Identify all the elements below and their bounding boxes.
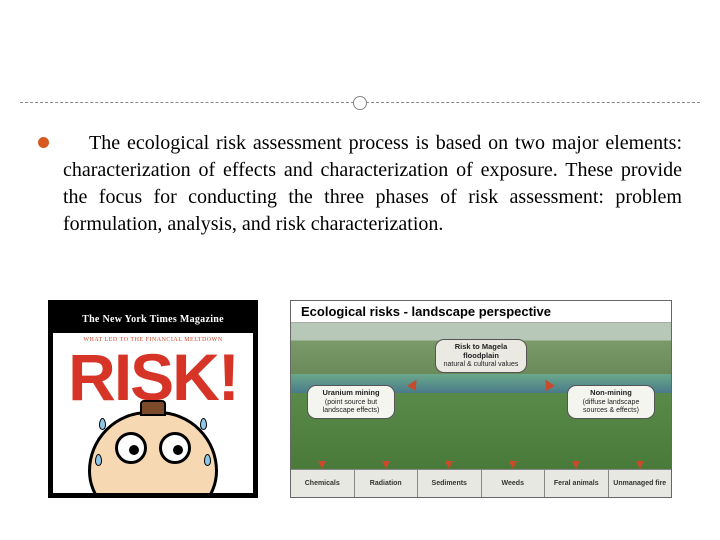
- factor-box: Unmanaged fire: [609, 470, 672, 497]
- factor-box: Radiation: [355, 470, 419, 497]
- eco-diagram-title: Ecological risks - landscape perspective: [291, 301, 671, 323]
- bubble-title: Non-mining: [573, 389, 649, 398]
- factor-box: Chemicals: [291, 470, 355, 497]
- factor-box: Sediments: [418, 470, 482, 497]
- images-row: The New York Times Magazine WHAT LED TO …: [48, 300, 672, 498]
- header-divider: [20, 96, 700, 110]
- sweat-drop-icon: [200, 418, 207, 430]
- factor-row: Chemicals Radiation Sediments Weeds Fera…: [291, 469, 671, 497]
- sweat-drop-icon: [204, 454, 211, 466]
- factor-box: Weeds: [482, 470, 546, 497]
- bubble-sub: natural & cultural values: [444, 361, 519, 368]
- bubble-sub: (diffuse landscape sources & effects): [583, 399, 640, 414]
- arrow-up-left-icon: [407, 377, 421, 391]
- bubble-title: Uranium mining: [313, 389, 389, 398]
- sweat-drop-icon: [95, 454, 102, 466]
- landscape-background: Risk to Magela floodplain natural & cult…: [291, 323, 671, 469]
- right-source-bubble: Non-mining (diffuse landscape sources & …: [567, 385, 655, 419]
- left-source-bubble: Uranium mining (point source but landsca…: [307, 385, 395, 419]
- slide-content: The ecological risk assessment process i…: [38, 130, 682, 238]
- magazine-cover-image: The New York Times Magazine WHAT LED TO …: [48, 300, 258, 498]
- hat-icon: [140, 400, 166, 416]
- cartoon-face-icon: [88, 411, 218, 498]
- magazine-masthead-text: The New York Times Magazine: [82, 314, 224, 325]
- eye-left-icon: [115, 432, 147, 464]
- bullet-icon: [38, 137, 49, 148]
- eye-right-icon: [159, 432, 191, 464]
- body-paragraph: The ecological risk assessment process i…: [63, 130, 682, 238]
- center-risk-bubble: Risk to Magela floodplain natural & cult…: [435, 339, 527, 373]
- bullet-item: The ecological risk assessment process i…: [38, 130, 682, 238]
- magazine-masthead: The New York Times Magazine: [53, 305, 253, 333]
- factor-box: Feral animals: [545, 470, 609, 497]
- divider-circle-icon: [353, 96, 367, 110]
- ecological-diagram-image: Ecological risks - landscape perspective…: [290, 300, 672, 498]
- magazine-headline: RISK!: [53, 349, 253, 405]
- arrow-up-right-icon: [541, 377, 555, 391]
- bubble-title: Risk to Magela floodplain: [441, 343, 521, 360]
- bubble-sub: (point source but landscape effects): [323, 399, 380, 414]
- sweat-drop-icon: [99, 418, 106, 430]
